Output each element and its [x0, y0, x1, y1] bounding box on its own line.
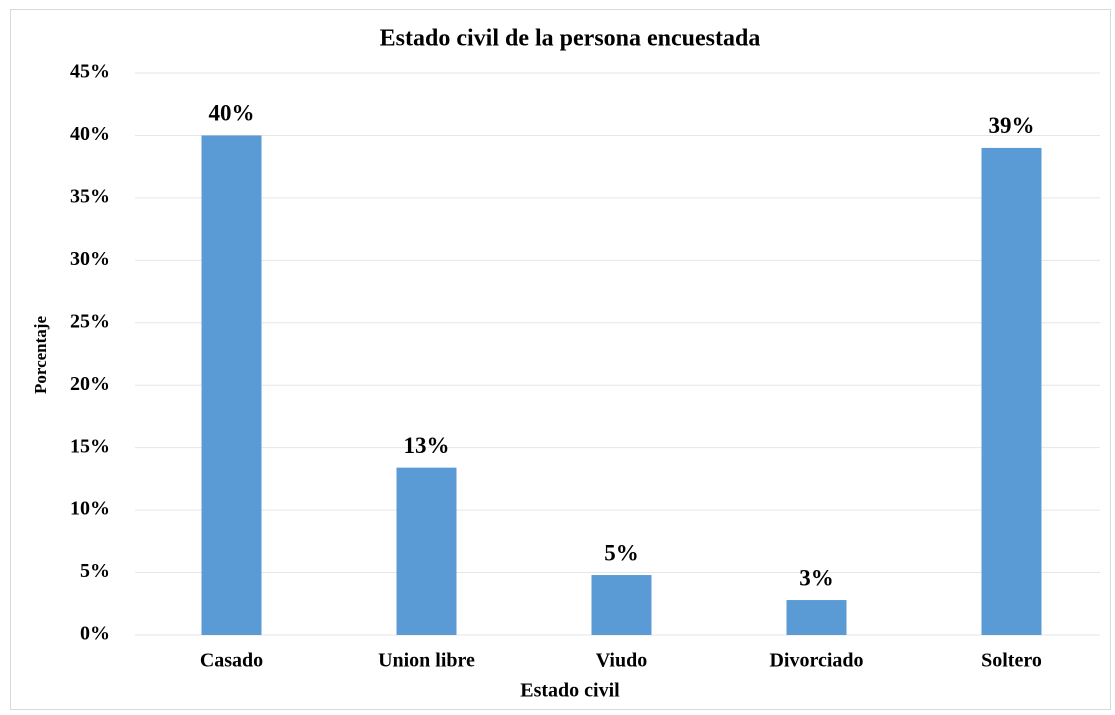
y-axis-label: Porcentaje [31, 316, 50, 394]
bar [591, 575, 652, 635]
data-label: 39% [989, 113, 1035, 138]
y-tick-label: 10% [70, 498, 110, 520]
x-axis-label: Estado civil [520, 680, 620, 702]
data-label: 13% [404, 433, 450, 458]
y-tick-label: 30% [70, 248, 110, 270]
y-tick-label: 5% [80, 560, 110, 582]
data-label: 3% [799, 565, 834, 590]
y-tick-label: 15% [70, 435, 110, 457]
y-tick-label: 20% [70, 373, 110, 395]
chart-border [10, 9, 1111, 710]
y-tick-label: 35% [70, 185, 110, 207]
x-tick-label: Soltero [981, 650, 1042, 672]
bar [396, 467, 457, 635]
x-tick-label: Union libre [378, 650, 475, 672]
data-label: 5% [604, 540, 639, 565]
x-tick-label: Casado [200, 650, 263, 672]
x-tick-label: Viudo [596, 650, 648, 672]
bar [981, 147, 1042, 635]
chart-title: Estado civil de la persona encuestada [380, 26, 761, 52]
y-tick-label: 40% [70, 123, 110, 145]
data-label: 40% [209, 101, 255, 126]
y-tick-label: 0% [80, 623, 110, 645]
bar [786, 600, 847, 635]
bar [201, 135, 262, 635]
x-tick-label: Divorciado [769, 650, 863, 672]
y-tick-label: 45% [70, 61, 110, 83]
y-tick-label: 25% [70, 310, 110, 332]
